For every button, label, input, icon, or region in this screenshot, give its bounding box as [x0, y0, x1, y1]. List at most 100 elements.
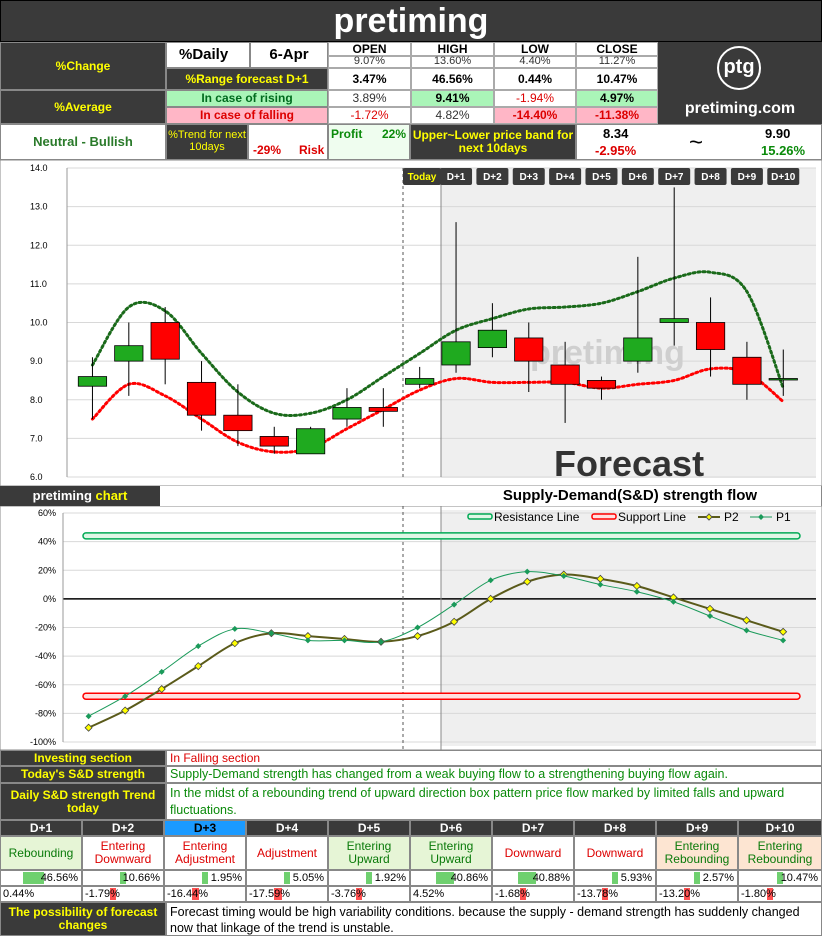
sd-ytick: 0%: [43, 594, 56, 604]
p1-point: [122, 693, 129, 700]
day-state-5: Entering Upward: [328, 836, 410, 870]
candle-body: [405, 378, 435, 385]
day-up-value-1: 46.56%: [40, 872, 78, 884]
day-down-4: -17.59%: [246, 886, 328, 902]
p2-point: [705, 604, 715, 613]
candle-body: [695, 322, 726, 350]
date-label: 6-Apr: [250, 42, 328, 68]
day-up-bar-1: [23, 872, 45, 884]
profit-value: 22%: [381, 127, 406, 141]
days-block: D+1 Rebounding 46.56% 0.44% D+2 Entering Down…: [0, 820, 822, 902]
day-state-2: Entering Downward: [82, 836, 164, 870]
day-button-bg: [658, 168, 691, 185]
header-cols-0: OPEN: [328, 42, 411, 56]
day-up-8: 5.93%: [574, 870, 656, 886]
candle-body: [296, 428, 326, 455]
p1-point: [304, 637, 311, 644]
forecast-label: Forecast: [554, 443, 704, 484]
p2-point: [486, 594, 495, 603]
day-button-bg: [621, 168, 654, 185]
price-chart: 14.013.012.011.010.09.08.07.06.0 pretimi…: [0, 160, 822, 486]
p1-point: [670, 598, 677, 605]
header-range-values-1: 46.56%: [411, 68, 494, 90]
day-state-6: Entering Upward: [410, 836, 492, 870]
header-daily-values-3: 11.27%: [576, 55, 658, 68]
investing-value: In Falling section: [166, 750, 822, 766]
candle-body: [623, 337, 653, 362]
sd-chart: 60% 40% 20% 0% -20% -40% -60% -80% -100% Resista…: [0, 506, 822, 750]
header-daily-values-0: 9.07%: [328, 55, 411, 68]
day-state-8: Downward: [574, 836, 656, 870]
p1-point: [231, 625, 238, 632]
day-up-value-9: 2.57%: [702, 872, 734, 884]
band-upper-price: 9.90: [765, 126, 791, 141]
day-button-label: D+7: [665, 172, 684, 183]
p1-point: [706, 613, 713, 620]
day-state-4: Adjustment: [246, 836, 328, 870]
day-header-7: D+7: [492, 820, 574, 836]
footer-block: The possibility of forecast changes Fore…: [0, 902, 822, 936]
header-rising-values-0: 3.89%: [328, 90, 411, 107]
day-up-value-3: 1.95%: [210, 872, 242, 884]
rising-label: In case of rising: [166, 90, 328, 107]
pct-daily-label: %Daily: [166, 42, 250, 68]
trend-today-value: In the midst of a rebounding trend of up…: [166, 783, 822, 820]
day-down-bar-10: [766, 888, 773, 900]
header-cols-2: LOW: [494, 42, 576, 56]
p1-point: [414, 624, 421, 631]
day-down-bar-8: [602, 888, 609, 900]
sd-ytick: 40%: [38, 537, 56, 547]
header-falling-values-3: -11.38%: [576, 107, 658, 124]
day-button-label: D+2: [483, 172, 502, 183]
candle-body: [259, 436, 289, 447]
day-down-value-8: -13.78%: [577, 888, 618, 900]
sd-ytick: -100%: [30, 737, 56, 747]
day-down-bar-5: [356, 888, 363, 900]
day-up-bar-9: [694, 872, 701, 884]
candle-body: [223, 414, 253, 432]
p1-point: [780, 637, 787, 644]
header-falling-values-2: -14.40%: [494, 107, 576, 124]
day-header-10: D+10: [738, 820, 822, 836]
day-button-label: D+4: [556, 172, 575, 183]
day-button-label: D+8: [701, 172, 720, 183]
p1-point: [268, 630, 275, 637]
header-block: %Change %Average Neutral - Bullish %Dail…: [0, 42, 822, 160]
logo-text: ptg: [723, 56, 755, 78]
day-down-value-5: -3.76%: [331, 888, 366, 900]
day-down-3: -16.44%: [164, 886, 246, 902]
band-lower-price: 8.34: [603, 126, 629, 141]
day-up-value-8: 5.93%: [620, 872, 652, 884]
p2-point: [194, 662, 203, 671]
day-button-bg: [730, 168, 763, 185]
day-up-4: 5.05%: [246, 870, 328, 886]
info-block: Investing section In Falling section Tod…: [0, 750, 822, 820]
day-state-3: Entering Adjustment: [164, 836, 246, 870]
day-header-1: D+1: [0, 820, 82, 836]
day-state-1: Rebounding: [0, 836, 82, 870]
trend-status: Neutral - Bullish: [0, 124, 166, 160]
chart-label: pretiming chart: [0, 486, 160, 506]
site-url[interactable]: pretiming.com: [684, 100, 796, 117]
day-button-bg: [512, 168, 545, 185]
day-up-value-5: 1.92%: [374, 872, 406, 884]
day-button-bg: [549, 168, 582, 185]
candle-body: [441, 341, 471, 366]
day-down-bar-7: [520, 888, 527, 900]
day-down-2: -1.79%: [82, 886, 164, 902]
chart-label-suffix: chart: [95, 488, 128, 503]
day-state-7: Downward: [492, 836, 574, 870]
header-falling-values-0: -1.72%: [328, 107, 411, 124]
day-header-5: D+5: [328, 820, 410, 836]
p2-point: [523, 577, 532, 586]
p1-point: [597, 581, 604, 588]
day-up-bar-3: [202, 872, 209, 884]
band-lower-pct: -2.95%: [595, 143, 637, 158]
header-falling-values-1: 4.82%: [411, 107, 494, 124]
candle-body: [114, 345, 144, 362]
legend-support-swatch: [591, 513, 617, 520]
candle-body: [332, 407, 362, 420]
candle-body: [550, 364, 580, 385]
day-down-10: -1.80%: [738, 886, 822, 902]
legend-resistance-swatch: [467, 513, 493, 520]
